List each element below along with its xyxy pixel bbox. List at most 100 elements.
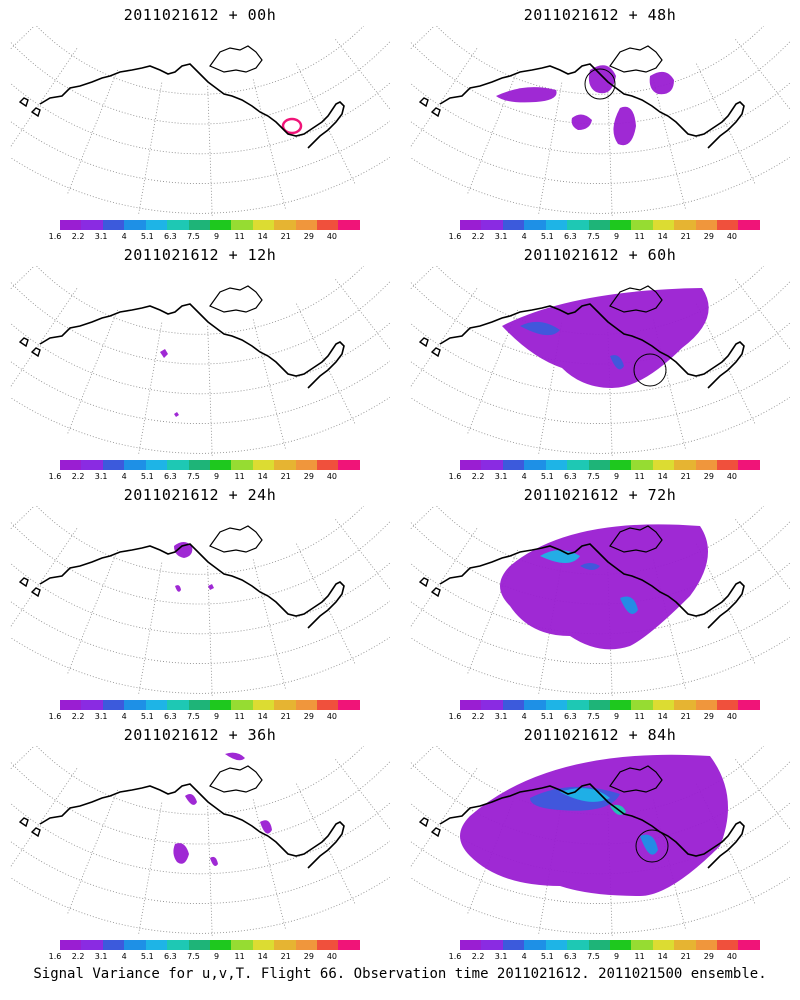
colorbar-swatch [231, 460, 253, 470]
colorbar-swatch [317, 220, 339, 230]
coastline [39, 303, 345, 389]
colorbar-tick-label: 40 [726, 952, 738, 961]
map-panel: 2011021612 + 12h 1.6 2.2 3.1 4 5.1 6.3 7.5 9 11 14… [0, 240, 400, 481]
colorbar-tick-label: 9 [213, 712, 220, 721]
variance-patch [610, 355, 624, 370]
colorbar-tick-label: 21 [680, 232, 691, 241]
variance-patch [174, 542, 193, 558]
colorbar-swatch [674, 220, 696, 230]
colorbar-swatch [145, 220, 168, 230]
colorbar-swatch [81, 220, 103, 230]
colorbar-swatch [545, 700, 568, 710]
coastline [439, 543, 745, 629]
colorbar [60, 460, 360, 470]
map-panel: 2011021612 + 84h 1.6 2.2 3.1 4 5.1 6.3 7.5 9 11 14… [400, 720, 800, 961]
variance-patch [185, 794, 197, 805]
colorbar-swatch [717, 460, 739, 470]
map-panel: 2011021612 + 36h 1.6 2.2 3.1 4 5.1 6.3 7.5 9 11 14… [0, 720, 400, 961]
arctic-islands [609, 765, 663, 793]
colorbar-swatch [124, 940, 146, 950]
colorbar-tick-label: 4 [121, 232, 127, 241]
variance-contours [173, 752, 272, 866]
panel-title: 2011021612 + 84h [523, 726, 677, 744]
colorbar-tick-label: 7.5 [587, 952, 600, 961]
colorbar-tick-label: 1.6 [448, 952, 462, 961]
colorbar-labels: 1.6 2.2 3.1 4 5.1 6.3 7.5 9 11 14 21 29 40 [449, 472, 755, 484]
colorbar-tick-label: 2.2 [71, 952, 85, 961]
coastline-islands [18, 337, 41, 358]
colorbar-tick-label: 21 [680, 472, 691, 481]
colorbar-swatch [502, 460, 525, 470]
colorbar-tick-label: 3.1 [494, 712, 508, 721]
colorbar-tick-label: 14 [257, 712, 268, 721]
colorbar-swatch [274, 220, 296, 230]
colorbar-tick-label: 5.1 [540, 232, 554, 241]
map-panel: 2011021612 + 72h 1.6 2.2 3.1 4 5.1 6.3 7.5 9 11 14… [400, 480, 800, 721]
colorbar-swatch [252, 220, 275, 230]
colorbar-tick-label: 9 [213, 952, 220, 961]
colorbar-swatch [145, 700, 168, 710]
colorbar-tick-label: 6.3 [564, 472, 577, 481]
colorbar-swatch [481, 220, 503, 230]
coastline [439, 783, 745, 869]
colorbar-swatch [167, 940, 189, 950]
colorbar-labels: 1.6 2.2 3.1 4 5.1 6.3 7.5 9 11 14 21 29 40 [49, 952, 355, 964]
coastline-islands [418, 97, 441, 118]
colorbar-tick-label: 2.2 [71, 712, 85, 721]
variance-patch [173, 843, 189, 864]
panel-title: 2011021612 + 72h [523, 486, 677, 504]
colorbar-tick-label: 29 [703, 472, 714, 481]
map-panel: 2011021612 + 60h 1.6 2.2 3.1 4 5.1 6.3 7.5 9 11 14… [400, 240, 800, 481]
variance-contours [502, 288, 709, 388]
arctic-islands [609, 525, 663, 553]
variance-patch [160, 349, 168, 358]
variance-patch [210, 856, 218, 866]
colorbar-swatch [295, 940, 318, 950]
colorbar-tick-label: 2.2 [471, 712, 485, 721]
variance-contours [174, 542, 214, 592]
colorbar-swatch [738, 940, 760, 950]
colorbar-swatch [567, 220, 589, 230]
arctic-islands [209, 765, 263, 793]
colorbar-swatch [481, 700, 503, 710]
coastline-islands [418, 817, 441, 838]
colorbar-swatch [124, 220, 146, 230]
colorbar-swatch [252, 700, 275, 710]
colorbar-swatch [145, 940, 168, 950]
colorbar-tick-label: 7.5 [587, 472, 600, 481]
colorbar-tick-label: 9 [213, 232, 220, 241]
observation-circle [635, 829, 669, 863]
variance-patch [175, 585, 181, 592]
colorbar [60, 700, 360, 710]
colorbar-tick-label: 29 [703, 952, 714, 961]
colorbar-tick-label: 7.5 [187, 952, 200, 961]
colorbar-tick-label: 5.1 [540, 712, 554, 721]
colorbar-tick-label: 4 [521, 952, 527, 961]
colorbar-tick-label: 6.3 [164, 952, 177, 961]
colorbar-swatch [460, 220, 482, 230]
colorbar-swatch [717, 700, 739, 710]
colorbar-tick-label: 7.5 [187, 712, 200, 721]
colorbar-tick-label: 5.1 [540, 472, 554, 481]
colorbar-swatch [674, 460, 696, 470]
colorbar-swatch [631, 220, 653, 230]
colorbar-swatch [274, 460, 296, 470]
colorbar-tick-label: 11 [234, 232, 245, 241]
colorbar-tick-label: 14 [657, 712, 668, 721]
colorbar-swatch [209, 220, 232, 230]
colorbar-swatch [295, 220, 318, 230]
colorbar-swatch [81, 940, 103, 950]
arctic-islands [609, 45, 663, 73]
colorbar-tick-label: 4 [521, 232, 527, 241]
polar-map [10, 506, 390, 696]
colorbar-tick-label: 6.3 [564, 232, 577, 241]
colorbar-swatch [102, 460, 125, 470]
colorbar-tick-label: 21 [680, 952, 691, 961]
colorbar-swatch [545, 940, 568, 950]
colorbar-swatch [460, 460, 482, 470]
colorbar-swatch [274, 700, 296, 710]
colorbar-swatch [588, 940, 610, 950]
colorbar-tick-label: 21 [680, 712, 691, 721]
colorbar-swatch [167, 700, 189, 710]
colorbar-tick-label: 2.2 [471, 472, 485, 481]
